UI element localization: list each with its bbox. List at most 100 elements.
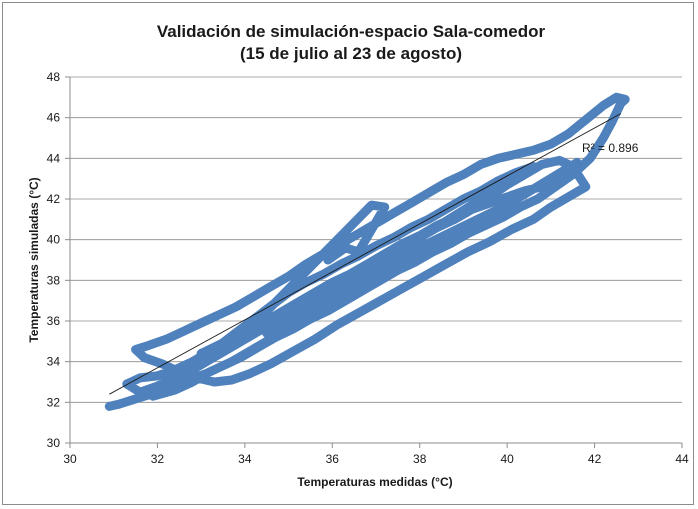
data-point-184 xyxy=(240,328,250,338)
data-point-102 xyxy=(292,304,302,314)
y-axis-title: Temperaturas simuladas (°C) xyxy=(27,177,41,342)
data-point-136 xyxy=(537,182,547,192)
data-point-170 xyxy=(262,328,272,338)
data-point-53 xyxy=(284,271,294,281)
data-point-175 xyxy=(371,271,381,281)
data-point-133 xyxy=(485,198,495,208)
data-point-105 xyxy=(240,334,250,344)
data-point-25 xyxy=(515,202,525,212)
data-point-82 xyxy=(528,214,538,224)
data-point-115 xyxy=(170,365,180,375)
x-axis-title: Temperaturas medidas (°C) xyxy=(297,475,452,489)
data-point-41 xyxy=(493,153,503,163)
data-point-180 xyxy=(480,212,490,222)
data-point-39 xyxy=(528,145,538,155)
data-point-63 xyxy=(139,353,149,363)
data-point-189 xyxy=(323,255,333,265)
data-point-132 xyxy=(467,204,477,214)
data-point-0 xyxy=(104,401,114,411)
data-point-151 xyxy=(205,367,215,377)
data-point-109 xyxy=(170,373,180,383)
data-point-77 xyxy=(419,271,429,281)
data-point-84 xyxy=(563,192,573,202)
data-point-169 xyxy=(528,161,538,171)
data-point-trail xyxy=(104,92,630,411)
data-point-8 xyxy=(218,361,228,371)
data-point-125 xyxy=(345,269,355,279)
data-point-78 xyxy=(441,259,451,269)
gridlines xyxy=(70,76,682,403)
data-point-81 xyxy=(507,225,517,234)
data-point-33 xyxy=(620,94,630,104)
x-tick-label-38: 38 xyxy=(413,452,427,466)
data-point-123 xyxy=(310,288,320,298)
data-point-188 xyxy=(340,243,350,253)
x-tick-label-36: 36 xyxy=(326,452,340,466)
data-point-36 xyxy=(581,115,591,125)
data-point-179 xyxy=(458,225,468,234)
data-point-54 xyxy=(266,281,276,291)
data-point-56 xyxy=(231,302,241,312)
data-point-35 xyxy=(598,100,608,110)
data-point-14 xyxy=(323,306,333,316)
data-point-90 xyxy=(502,180,512,190)
data-point-20 xyxy=(428,247,438,257)
data-point-106 xyxy=(222,344,232,354)
data-point-135 xyxy=(520,186,530,196)
data-point-59 xyxy=(179,326,189,336)
data-point-129 xyxy=(415,231,425,241)
chart-title-line1: Validación de simulación-espacio Sala-co… xyxy=(157,22,546,41)
data-point-70 xyxy=(266,359,276,369)
data-point-9 xyxy=(235,353,245,363)
data-point-55 xyxy=(249,292,259,302)
data-point-91 xyxy=(485,192,495,202)
data-point-116 xyxy=(187,357,197,367)
data-point-73 xyxy=(332,320,342,330)
r-squared-annotation: R² = 0.896 xyxy=(582,141,639,155)
data-point-45 xyxy=(423,188,433,198)
data-point-37 xyxy=(563,129,573,139)
x-tick-label-30: 30 xyxy=(63,452,77,466)
data-point-124 xyxy=(327,277,337,287)
data-point-181 xyxy=(502,200,512,210)
data-point-60 xyxy=(161,334,171,344)
data-point-12 xyxy=(288,324,298,334)
data-point-27 xyxy=(550,182,560,192)
y-tick-label-48: 48 xyxy=(47,70,61,84)
data-point-142 xyxy=(371,265,381,275)
data-point-147 xyxy=(279,324,289,334)
data-point-75 xyxy=(375,296,385,306)
data-point-146 xyxy=(297,312,307,322)
data-point-2 xyxy=(126,395,136,405)
data-point-137 xyxy=(555,174,565,184)
y-tick-label-30: 30 xyxy=(47,436,61,450)
data-point-138 xyxy=(572,157,582,167)
data-point-57 xyxy=(214,310,224,320)
data-point-128 xyxy=(397,239,407,249)
y-tick-label-44: 44 xyxy=(47,151,61,165)
data-point-11 xyxy=(270,332,280,342)
data-point-43 xyxy=(458,170,468,180)
y-tick-label-34: 34 xyxy=(47,355,61,369)
x-tick-label-40: 40 xyxy=(500,452,514,466)
data-point-69 xyxy=(244,369,254,379)
data-point-176 xyxy=(393,259,403,269)
data-point-62 xyxy=(131,344,141,354)
data-point-178 xyxy=(437,237,447,247)
data-point-173 xyxy=(327,294,337,304)
chart-title-line2: (15 de julio al 23 de agosto) xyxy=(240,44,462,63)
data-point-127 xyxy=(380,249,390,259)
data-point-89 xyxy=(520,170,530,180)
trendline-group xyxy=(109,113,622,395)
data-point-42 xyxy=(476,159,486,169)
data-point-183 xyxy=(218,338,228,348)
data-point-174 xyxy=(349,281,359,291)
data-point-145 xyxy=(319,300,329,310)
data-point-34 xyxy=(611,92,621,102)
data-point-157 xyxy=(319,269,329,279)
data-point-26 xyxy=(533,194,543,204)
data-point-101 xyxy=(310,294,320,304)
data-point-121 xyxy=(275,308,285,318)
data-point-79 xyxy=(463,247,473,257)
